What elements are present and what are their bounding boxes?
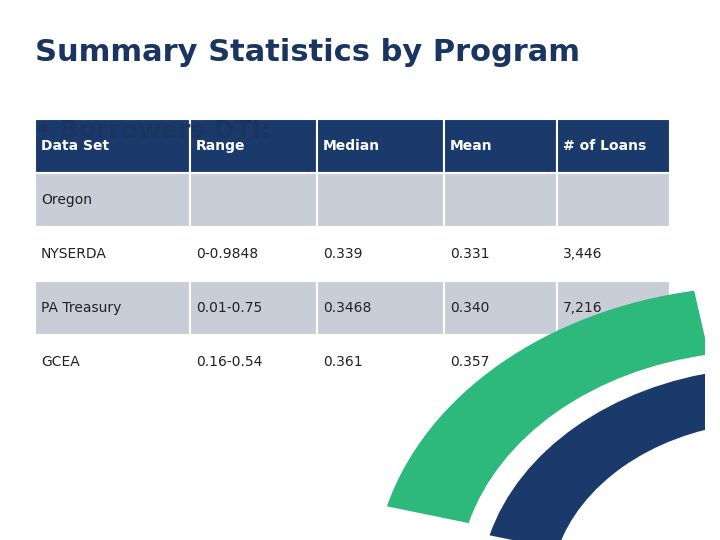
Wedge shape bbox=[387, 291, 709, 523]
Text: 3,446: 3,446 bbox=[562, 247, 602, 261]
Text: Summary Statistics by Program: Summary Statistics by Program bbox=[35, 38, 580, 67]
Text: 0.357: 0.357 bbox=[450, 355, 489, 369]
Text: Mean: Mean bbox=[450, 139, 492, 153]
FancyBboxPatch shape bbox=[35, 335, 190, 389]
Text: 0.16-0.54: 0.16-0.54 bbox=[196, 355, 262, 369]
Text: GCEA: GCEA bbox=[41, 355, 80, 369]
FancyBboxPatch shape bbox=[318, 227, 444, 281]
FancyBboxPatch shape bbox=[557, 335, 670, 389]
Text: Oregon: Oregon bbox=[41, 193, 92, 207]
Text: 0.340: 0.340 bbox=[450, 301, 489, 315]
FancyBboxPatch shape bbox=[35, 281, 190, 335]
FancyBboxPatch shape bbox=[35, 227, 190, 281]
FancyBboxPatch shape bbox=[444, 227, 557, 281]
Text: 112: 112 bbox=[562, 355, 589, 369]
FancyBboxPatch shape bbox=[35, 119, 190, 173]
FancyBboxPatch shape bbox=[557, 173, 670, 227]
Wedge shape bbox=[490, 370, 720, 540]
FancyBboxPatch shape bbox=[318, 281, 444, 335]
FancyBboxPatch shape bbox=[190, 227, 318, 281]
Text: 0.3468: 0.3468 bbox=[323, 301, 372, 315]
FancyBboxPatch shape bbox=[444, 335, 557, 389]
FancyBboxPatch shape bbox=[318, 173, 444, 227]
FancyBboxPatch shape bbox=[557, 119, 670, 173]
Text: 0.361: 0.361 bbox=[323, 355, 363, 369]
Text: 0.331: 0.331 bbox=[450, 247, 490, 261]
FancyBboxPatch shape bbox=[444, 119, 557, 173]
Text: NYSERDA: NYSERDA bbox=[41, 247, 107, 261]
FancyBboxPatch shape bbox=[318, 335, 444, 389]
Text: • Borrowers DTI:: • Borrowers DTI: bbox=[35, 119, 271, 143]
FancyBboxPatch shape bbox=[444, 281, 557, 335]
FancyBboxPatch shape bbox=[190, 119, 318, 173]
Text: 0.339: 0.339 bbox=[323, 247, 362, 261]
FancyBboxPatch shape bbox=[557, 281, 670, 335]
FancyBboxPatch shape bbox=[190, 173, 318, 227]
FancyBboxPatch shape bbox=[318, 119, 444, 173]
FancyBboxPatch shape bbox=[190, 335, 318, 389]
Text: 7,216: 7,216 bbox=[562, 301, 603, 315]
FancyBboxPatch shape bbox=[444, 173, 557, 227]
Text: Range: Range bbox=[196, 139, 246, 153]
Text: 0.01-0.75: 0.01-0.75 bbox=[196, 301, 262, 315]
Text: Data Set: Data Set bbox=[41, 139, 109, 153]
FancyBboxPatch shape bbox=[35, 173, 190, 227]
Text: # of Loans: # of Loans bbox=[562, 139, 646, 153]
FancyBboxPatch shape bbox=[190, 281, 318, 335]
Text: Median: Median bbox=[323, 139, 380, 153]
Text: 0-0.9848: 0-0.9848 bbox=[196, 247, 258, 261]
FancyBboxPatch shape bbox=[557, 227, 670, 281]
Text: PA Treasury: PA Treasury bbox=[41, 301, 121, 315]
